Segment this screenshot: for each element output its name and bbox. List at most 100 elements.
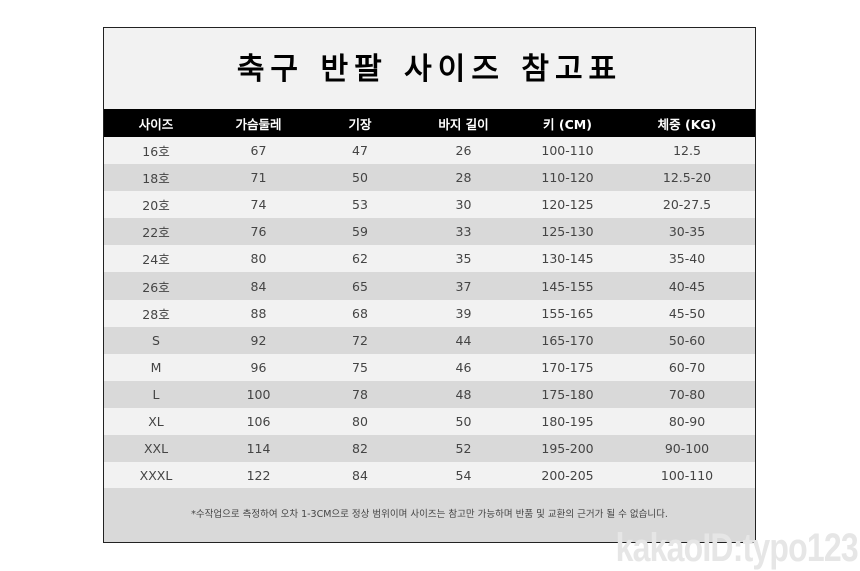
table-cell: 40-45: [619, 272, 755, 300]
table-cell: 80: [208, 245, 309, 273]
table-cell: 12.5-20: [619, 164, 755, 192]
table-cell: 37: [411, 272, 516, 300]
table-cell: 130-145: [516, 245, 619, 273]
table-cell: 82: [309, 435, 411, 463]
table-cell: 50-60: [619, 326, 755, 354]
table-header: 사이즈 가슴둘레 기장 바지 길이 키 (CM) 체중 (KG): [104, 109, 755, 137]
table-cell: 24호: [104, 245, 208, 273]
table-cell: 30: [411, 191, 516, 219]
table-cell: 100-110: [516, 137, 619, 165]
table-cell: 67: [208, 137, 309, 165]
table-cell: 16호: [104, 137, 208, 165]
table-cell: 84: [309, 462, 411, 490]
table-cell: 175-180: [516, 380, 619, 408]
table-cell: XXXL: [104, 462, 208, 490]
table-cell: 48: [411, 380, 516, 408]
table-cell: 100-110: [619, 462, 755, 490]
table-cell: 44: [411, 326, 516, 354]
table-cell: 35: [411, 245, 516, 273]
table-cell: 35-40: [619, 245, 755, 273]
table-cell: 47: [309, 137, 411, 165]
chart-title: 축구 반팔 사이즈 참고표: [104, 28, 755, 109]
table-cell: 45-50: [619, 299, 755, 327]
table-cell: 65: [309, 272, 411, 300]
table-cell: L: [104, 380, 208, 408]
table-cell: 68: [309, 299, 411, 327]
table-cell: 12.5: [619, 137, 755, 165]
table-cell: 110-120: [516, 164, 619, 192]
table-cell: 96: [208, 353, 309, 381]
table-cell: 52: [411, 435, 516, 463]
table-row: M 96 75 46 170-175 60-70: [104, 353, 755, 381]
table-cell: M: [104, 353, 208, 381]
table-cell: 28: [411, 164, 516, 192]
table-cell: 92: [208, 326, 309, 354]
table-cell: 62: [309, 245, 411, 273]
table-row: 26호 84 65 37 145-155 40-45: [104, 272, 755, 300]
column-header: 가슴둘레: [208, 109, 309, 137]
table-cell: 50: [309, 164, 411, 192]
table-cell: 26호: [104, 272, 208, 300]
table-row: 16호 67 47 26 100-110 12.5: [104, 137, 755, 165]
table-cell: 75: [309, 353, 411, 381]
table-cell: 59: [309, 218, 411, 246]
table-cell: 70-80: [619, 380, 755, 408]
table-row: 18호 71 50 28 110-120 12.5-20: [104, 164, 755, 192]
table-cell: 80: [309, 407, 411, 436]
column-header: 사이즈: [104, 109, 208, 137]
table-row: 22호 76 59 33 125-130 30-35: [104, 218, 755, 246]
column-header: 바지 길이: [411, 109, 516, 137]
table-cell: 33: [411, 218, 516, 246]
table-cell: 60-70: [619, 353, 755, 381]
table-cell: 20-27.5: [619, 191, 755, 219]
table-cell: 120-125: [516, 191, 619, 219]
table-cell: 200-205: [516, 462, 619, 490]
table-cell: XXL: [104, 435, 208, 463]
table-row: XXXL 122 84 54 200-205 100-110: [104, 462, 755, 490]
table-cell: 53: [309, 191, 411, 219]
table-cell: 76: [208, 218, 309, 246]
table-cell: 165-170: [516, 326, 619, 354]
table-row: XXL 114 82 52 195-200 90-100: [104, 435, 755, 463]
table-cell: 122: [208, 462, 309, 490]
table-cell: 125-130: [516, 218, 619, 246]
table-cell: 54: [411, 462, 516, 490]
table-row: XL 106 80 50 180-195 80-90: [104, 407, 755, 436]
table-cell: 78: [309, 380, 411, 408]
column-header: 기장: [309, 109, 411, 137]
table-cell: 71: [208, 164, 309, 192]
watermark: kakaoID:typo123: [615, 526, 859, 570]
table-cell: 50: [411, 407, 516, 436]
table-cell: 90-100: [619, 435, 755, 463]
table-cell: 100: [208, 380, 309, 408]
size-chart: 축구 반팔 사이즈 참고표 사이즈 가슴둘레 기장 바지 길이 키 (CM) 체중 (KG…: [103, 27, 756, 543]
table-cell: 114: [208, 435, 309, 463]
table-cell: 28호: [104, 299, 208, 327]
table-cell: 18호: [104, 164, 208, 192]
table-row: S 92 72 44 165-170 50-60: [104, 326, 755, 354]
table-cell: 180-195: [516, 407, 619, 436]
column-header: 키 (CM): [516, 109, 619, 137]
table-cell: 195-200: [516, 435, 619, 463]
table-cell: 46: [411, 353, 516, 381]
table-cell: 74: [208, 191, 309, 219]
footnote: *수작업으로 측정하여 오차 1-3CM으로 정상 범위이며 사이즈는 참고만 …: [104, 488, 755, 542]
table-cell: 20호: [104, 191, 208, 219]
table-cell: 84: [208, 272, 309, 300]
table-cell: 26: [411, 137, 516, 165]
table-row: 28호 88 68 39 155-165 45-50: [104, 299, 755, 327]
table-cell: 145-155: [516, 272, 619, 300]
table-row: L 100 78 48 175-180 70-80: [104, 380, 755, 408]
table-cell: 22호: [104, 218, 208, 246]
table-row: 20호 74 53 30 120-125 20-27.5: [104, 191, 755, 219]
table-cell: S: [104, 326, 208, 354]
table-cell: 30-35: [619, 218, 755, 246]
table-cell: 80-90: [619, 407, 755, 436]
table-cell: 155-165: [516, 299, 619, 327]
table-cell: 106: [208, 407, 309, 436]
table-row: 24호 80 62 35 130-145 35-40: [104, 245, 755, 273]
table-cell: 39: [411, 299, 516, 327]
table-cell: 72: [309, 326, 411, 354]
column-header: 체중 (KG): [619, 109, 755, 137]
table-cell: 170-175: [516, 353, 619, 381]
